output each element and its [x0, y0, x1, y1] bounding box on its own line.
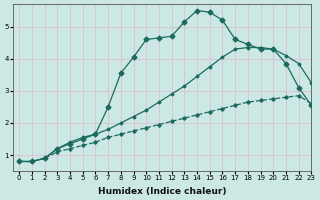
X-axis label: Humidex (Indice chaleur): Humidex (Indice chaleur) — [98, 187, 226, 196]
